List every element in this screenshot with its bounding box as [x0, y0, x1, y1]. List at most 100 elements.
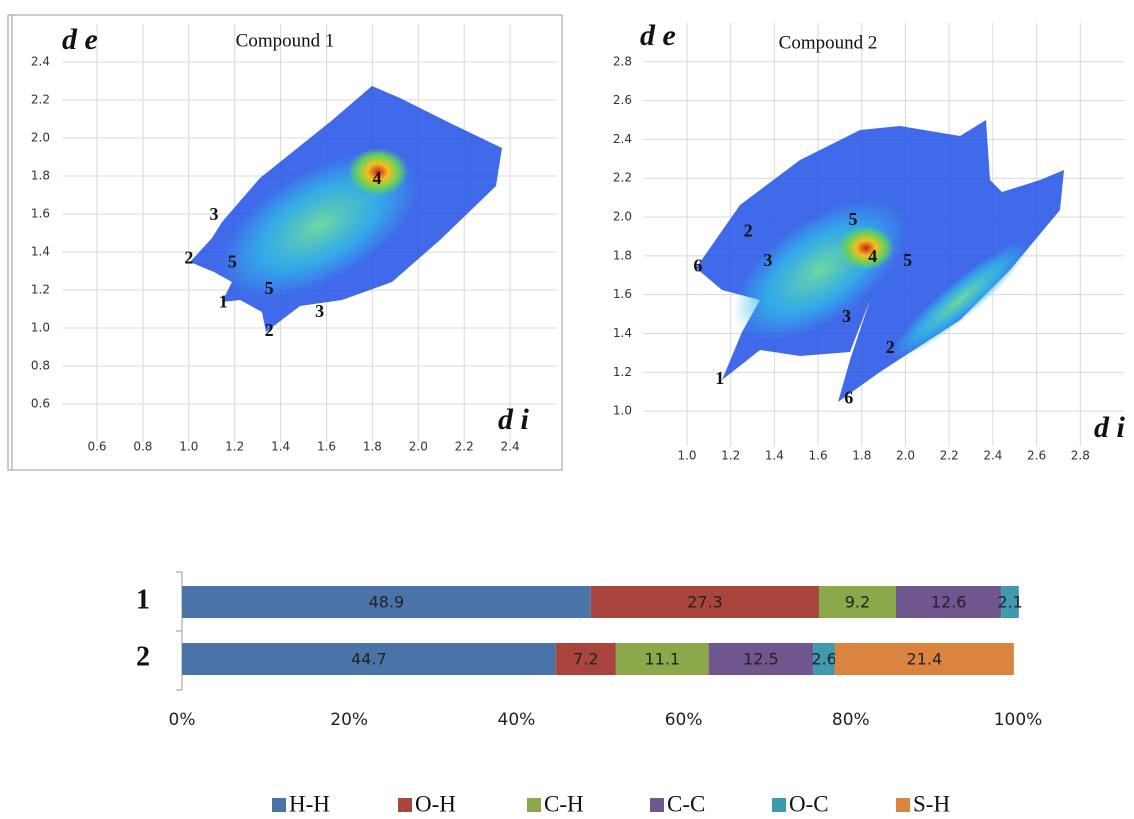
x-tick-label: 2.6: [1027, 449, 1046, 463]
y-tick-label: 1.6: [613, 287, 632, 301]
y-axis-label: d e: [640, 19, 676, 52]
y-axis-label: d e: [62, 23, 98, 56]
x-tick-label: 1.8: [852, 449, 871, 463]
value-label: 48.9: [369, 593, 405, 612]
plot-frame: [7, 14, 563, 471]
legend-label: S-H: [913, 791, 950, 816]
bar-segment: [813, 643, 835, 675]
bar-segment: [182, 586, 591, 618]
y-tick-label: 2.2: [31, 93, 50, 107]
value-label: 21.4: [907, 650, 943, 669]
bar-segment: [555, 643, 616, 675]
annotation: 2: [886, 337, 895, 357]
x-tick-label: 1.8: [363, 440, 382, 454]
annotation: 1: [715, 368, 724, 388]
annotation: 1: [219, 291, 228, 311]
bar-segment: [708, 643, 814, 675]
y-tick-label: 2.4: [31, 55, 50, 69]
bar-segment: [895, 586, 1002, 618]
annotation: 5: [228, 252, 237, 272]
value-label: 7.2: [573, 650, 598, 669]
x-tick-label: 1.6: [317, 440, 336, 454]
bar-segment: [834, 643, 1014, 675]
bar-segment: [819, 586, 896, 618]
annotation: 3: [210, 204, 219, 224]
x-tick-label: 40%: [498, 710, 536, 730]
y-tick-label: 2.0: [613, 210, 632, 224]
annotation: 6: [844, 388, 853, 408]
value-label: 27.3: [687, 593, 723, 612]
y-tick-label: 1.2: [613, 365, 632, 379]
value-label: 12.6: [931, 593, 967, 612]
x-tick-label: 0%: [169, 710, 196, 730]
annotation: 3: [842, 306, 851, 326]
legend-label: C-C: [667, 791, 705, 816]
y-tick-label: 2.4: [613, 132, 632, 146]
x-tick-label: 1.0: [179, 440, 198, 454]
x-tick-label: 1.4: [765, 449, 784, 463]
legend-swatch: [650, 798, 664, 812]
bar-segment: [1001, 586, 1019, 618]
chart-title: Compound 1: [236, 30, 335, 51]
x-tick-label: 60%: [665, 710, 703, 730]
value-label: 12.5: [743, 650, 779, 669]
bar-segment: [182, 643, 556, 675]
x-tick-label: 2.4: [983, 449, 1002, 463]
x-tick-label: 0.8: [133, 440, 152, 454]
y-tick-label: 2.0: [31, 131, 50, 145]
y-tick-label: 1.8: [613, 248, 632, 262]
density-cloud: [190, 86, 502, 332]
legend-label: C-H: [544, 791, 584, 816]
chart-title: Compound 2: [779, 32, 878, 53]
x-tick-label: 2.2: [940, 449, 959, 463]
y-tick-label: 1.0: [31, 321, 50, 335]
y-tick-label: 1.0: [613, 404, 632, 418]
y-tick-label: 1.4: [613, 326, 632, 340]
legend-label: O-C: [789, 791, 829, 816]
annotation: 2: [744, 221, 753, 241]
category-label: 1: [136, 584, 150, 615]
y-tick-label: 2.6: [613, 93, 632, 107]
legend-label: H-H: [289, 791, 330, 816]
x-axis-label: d i: [498, 403, 530, 436]
annotation: 3: [315, 301, 324, 321]
bar-segment: [615, 643, 709, 675]
annotation: 5: [265, 278, 274, 298]
legend-swatch: [772, 798, 786, 812]
y-tick-label: 1.4: [31, 245, 50, 259]
category-label: 2: [136, 641, 150, 672]
x-tick-label: 2.2: [455, 440, 474, 454]
bar-segment: [590, 586, 820, 618]
x-axis-label: d i: [1094, 411, 1126, 444]
legend-swatch: [398, 798, 412, 812]
density-cloud: [696, 120, 1064, 402]
x-tick-label: 0.6: [87, 440, 106, 454]
value-label: 9.2: [845, 593, 870, 612]
x-tick-label: 100%: [994, 710, 1043, 730]
x-tick-label: 80%: [832, 710, 870, 730]
x-tick-label: 2.8: [1071, 449, 1090, 463]
annotation: 3: [763, 250, 772, 270]
annotation: 5: [849, 209, 858, 229]
value-label: 44.7: [351, 650, 387, 669]
legend-swatch: [527, 798, 541, 812]
y-tick-label: 1.8: [31, 169, 50, 183]
x-tick-label: 2.0: [896, 449, 915, 463]
x-tick-label: 2.4: [501, 440, 520, 454]
x-tick-label: 2.0: [409, 440, 428, 454]
x-tick-label: 1.2: [225, 440, 244, 454]
legend-swatch: [896, 798, 910, 812]
legend-swatch: [272, 798, 286, 812]
x-tick-label: 1.2: [721, 449, 740, 463]
annotation: 4: [372, 168, 381, 188]
y-tick-label: 2.8: [613, 54, 632, 68]
y-tick-label: 1.6: [31, 207, 50, 221]
annotation: 4: [868, 246, 877, 266]
value-label: 2.6: [811, 650, 836, 669]
y-tick-label: 0.6: [31, 397, 50, 411]
x-tick-label: 1.0: [677, 449, 696, 463]
value-label: 11.1: [644, 650, 680, 669]
x-tick-label: 1.6: [809, 449, 828, 463]
annotation: 2: [265, 320, 274, 340]
